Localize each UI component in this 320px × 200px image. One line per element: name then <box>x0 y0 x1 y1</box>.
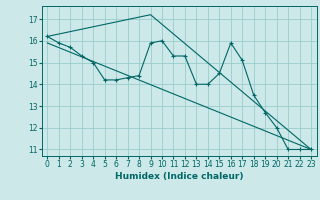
X-axis label: Humidex (Indice chaleur): Humidex (Indice chaleur) <box>115 172 244 181</box>
